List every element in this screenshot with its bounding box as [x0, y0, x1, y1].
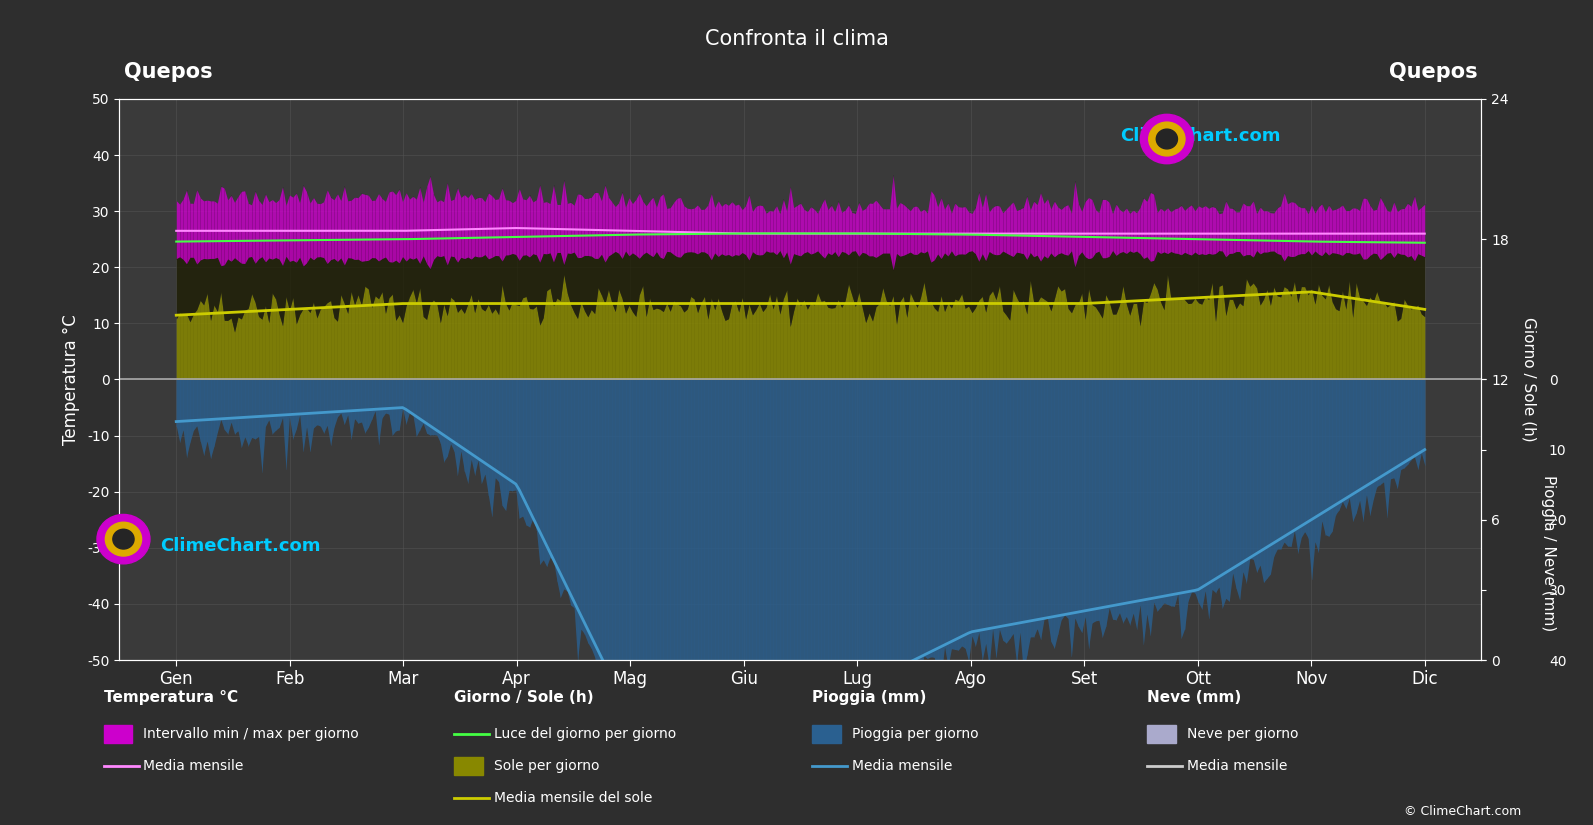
Text: Giorno / Sole (h): Giorno / Sole (h): [454, 690, 594, 705]
Circle shape: [97, 515, 150, 563]
Bar: [1147, 725, 1176, 743]
Bar: [454, 757, 483, 775]
Text: Sole per giorno: Sole per giorno: [494, 759, 599, 772]
Text: Luce del giorno per giorno: Luce del giorno per giorno: [494, 728, 675, 741]
Text: Neve per giorno: Neve per giorno: [1187, 728, 1298, 741]
Text: Pioggia / Neve (mm): Pioggia / Neve (mm): [1540, 474, 1556, 631]
Circle shape: [1149, 122, 1185, 156]
Text: Media mensile del sole: Media mensile del sole: [494, 791, 652, 804]
Text: Intervallo min / max per giorno: Intervallo min / max per giorno: [143, 728, 358, 741]
Text: Pioggia per giorno: Pioggia per giorno: [852, 728, 978, 741]
Text: Media mensile: Media mensile: [852, 759, 953, 772]
Text: ClimeChart.com: ClimeChart.com: [161, 536, 320, 554]
Text: Quepos: Quepos: [1389, 62, 1477, 82]
Text: © ClimeChart.com: © ClimeChart.com: [1403, 805, 1521, 818]
Circle shape: [105, 522, 142, 556]
Text: ClimeChart.com: ClimeChart.com: [1120, 127, 1281, 145]
Text: Temperatura °C: Temperatura °C: [104, 690, 237, 705]
Circle shape: [1157, 130, 1177, 148]
Text: Media mensile: Media mensile: [143, 759, 244, 772]
Text: Neve (mm): Neve (mm): [1147, 690, 1241, 705]
Text: Pioggia (mm): Pioggia (mm): [812, 690, 927, 705]
Text: Quepos: Quepos: [124, 62, 212, 82]
Circle shape: [1141, 115, 1193, 163]
Bar: [104, 725, 132, 743]
Y-axis label: Giorno / Sole (h): Giorno / Sole (h): [1521, 317, 1537, 442]
Text: Confronta il clima: Confronta il clima: [704, 29, 889, 49]
Circle shape: [113, 530, 134, 549]
Text: Media mensile: Media mensile: [1187, 759, 1287, 772]
Bar: [812, 725, 841, 743]
Y-axis label: Temperatura °C: Temperatura °C: [62, 314, 80, 445]
